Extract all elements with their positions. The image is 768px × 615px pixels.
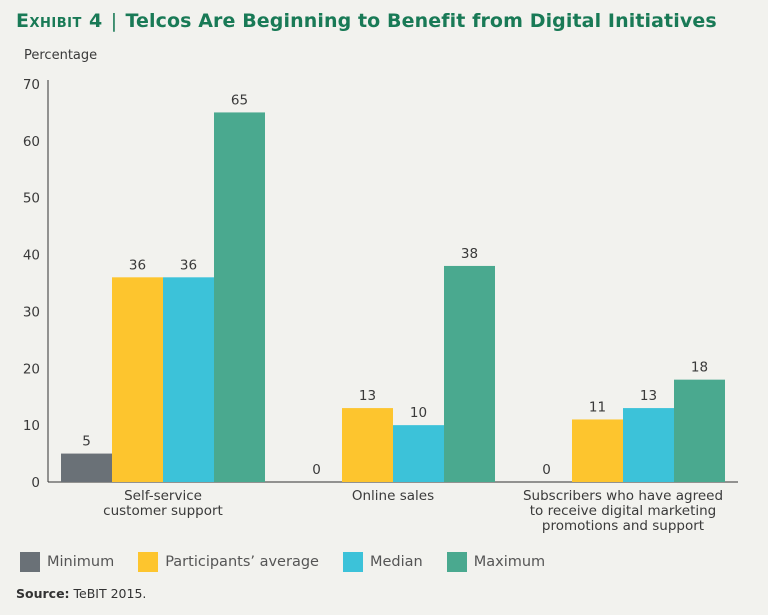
x-category-label: Self-service xyxy=(124,488,202,504)
legend: Minimum Participants’ average Median Max… xyxy=(20,552,569,572)
y-tick-label: 30 xyxy=(23,304,40,320)
y-tick-label: 0 xyxy=(31,475,40,491)
legend-label-minimum: Minimum xyxy=(47,554,115,570)
bar xyxy=(61,453,112,482)
y-tick-label: 60 xyxy=(23,134,40,150)
legend-swatch-minimum xyxy=(20,552,40,572)
legend-item-median: Median xyxy=(342,552,423,572)
bar xyxy=(112,277,163,482)
bar xyxy=(214,112,265,482)
source-text: TeBIT 2015. xyxy=(73,586,147,601)
bar xyxy=(572,419,623,482)
title-text: Telcos Are Beginning to Benefit from Dig… xyxy=(125,10,717,32)
y-tick-label: 10 xyxy=(23,418,40,434)
bar-chart: 0 10 20 30 40 50 60 70 5 36 36 65 Self-servicecustom… xyxy=(23,77,738,534)
y-tick-label: 50 xyxy=(23,191,40,207)
legend-label-maximum: Maximum xyxy=(473,554,546,570)
bar xyxy=(342,408,393,482)
bar-value-label: 65 xyxy=(231,92,248,108)
bar xyxy=(393,425,444,482)
bar-value-label: 38 xyxy=(461,246,478,262)
legend-label-participants-average: Participants’ average xyxy=(165,554,319,570)
bar-value-label: 36 xyxy=(180,257,197,273)
legend-swatch-maximum xyxy=(446,552,467,572)
bar xyxy=(674,379,725,482)
bar-value-label: 5 xyxy=(82,434,91,450)
x-category-label: Online sales xyxy=(352,488,434,504)
y-tick-label: 40 xyxy=(23,248,40,264)
legend-label-median: Median xyxy=(369,554,423,570)
chart-title: Exhibit 4 | Telcos Are Beginning to Bene… xyxy=(16,10,717,32)
bar-value-label: 0 xyxy=(542,462,551,478)
title-separator: | xyxy=(104,10,124,32)
source-note: Source: TeBIT 2015. xyxy=(16,586,146,601)
bar-value-label: 18 xyxy=(691,360,708,376)
bar-value-label: 11 xyxy=(589,399,606,415)
bar-value-label: 13 xyxy=(359,388,376,404)
y-tick-label: 20 xyxy=(23,361,40,377)
y-axis-label: Percentage xyxy=(24,48,98,63)
x-category-label: Subscribers who have agreed xyxy=(523,488,723,504)
legend-swatch-median xyxy=(342,552,363,572)
bar xyxy=(163,277,214,482)
y-tick-label: 70 xyxy=(23,77,40,93)
legend-item-maximum: Maximum xyxy=(446,552,546,572)
exhibit-label: Exhibit 4 xyxy=(16,10,103,32)
bar xyxy=(444,265,495,482)
legend-item-participants-average: Participants’ average xyxy=(138,552,319,572)
x-category-label: to receive digital marketing xyxy=(530,503,717,519)
legend-item-minimum: Minimum xyxy=(20,552,114,572)
x-category-label: promotions and support xyxy=(542,518,704,534)
bar-value-label: 36 xyxy=(129,257,146,273)
bar xyxy=(623,408,674,482)
x-category-label: customer support xyxy=(103,503,223,519)
source-label: Source: xyxy=(16,586,70,601)
legend-swatch-participants-average xyxy=(138,552,159,572)
bar-value-label: 0 xyxy=(312,462,321,478)
bar-value-label: 10 xyxy=(410,405,427,421)
bar-value-label: 13 xyxy=(640,388,657,404)
